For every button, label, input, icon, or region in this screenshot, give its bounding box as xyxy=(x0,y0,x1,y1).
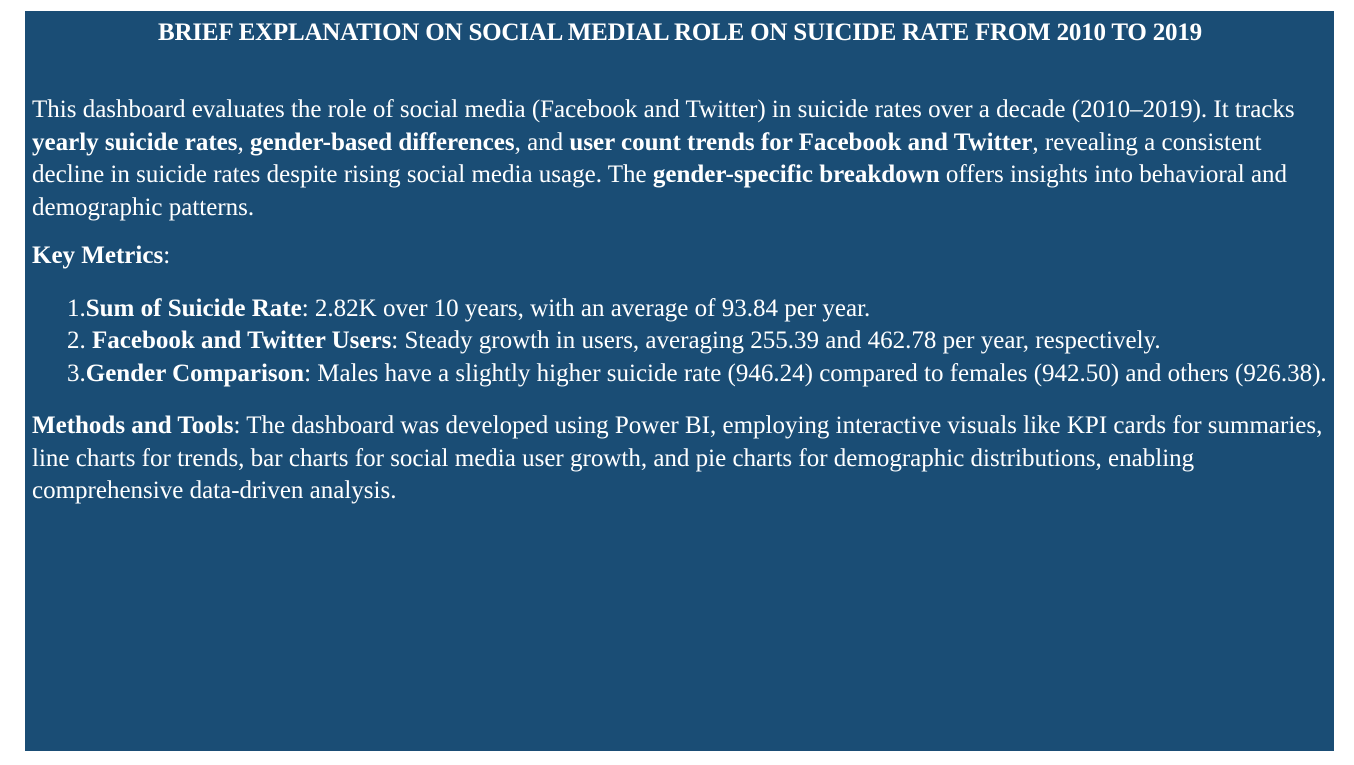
methods-text: : The dashboard was developed using Powe… xyxy=(32,412,1323,504)
metric-text: : Steady growth in users, averaging 255.… xyxy=(391,327,1161,354)
metric-text: : Males have a slightly higher suicide r… xyxy=(304,359,1327,387)
metric-number: 1. xyxy=(67,294,86,322)
key-metrics-heading: Key Metrics: xyxy=(32,240,1328,273)
intro-bold-gender-breakdown: gender-specific breakdown xyxy=(652,161,940,188)
intro-text-5: offers insights into behavioral and demo… xyxy=(32,161,1288,221)
key-metrics-label: Key Metrics xyxy=(32,242,164,269)
metric-number: 2. xyxy=(67,327,92,354)
metric-number: 3. xyxy=(67,359,86,387)
metric-text: : 2.82K over 10 years, with an average o… xyxy=(301,294,871,322)
methods-paragraph: Methods and Tools: The dashboard was dev… xyxy=(32,410,1328,508)
intro-bold-yearly-suicide-rates: yearly suicide rates xyxy=(32,128,238,156)
intro-bold-user-count-trends: user count trends for Facebook and Twitt… xyxy=(569,128,1033,156)
intro-bold-gender-differences: gender-based differences xyxy=(250,128,515,156)
intro-paragraph: This dashboard evaluates the role of soc… xyxy=(32,94,1328,224)
metric-item: 1.Sum of Suicide Rate: 2.82K over 10 yea… xyxy=(32,293,1328,326)
methods-label: Methods and Tools xyxy=(32,412,234,439)
intro-text-4: , revealing a consistent decline in suic… xyxy=(32,128,1262,189)
metric-item: 3. Gender Comparison: Males have a sligh… xyxy=(32,358,1328,391)
intro-text-2: , xyxy=(237,128,251,156)
panel-title: BRIEF EXPLANATION ON SOCIAL MEDIAL ROLE … xyxy=(158,19,1202,46)
explanation-panel: BRIEF EXPLANATION ON SOCIAL MEDIAL ROLE … xyxy=(25,11,1334,751)
key-metrics-colon: : xyxy=(163,242,171,269)
intro-text-1: This dashboard evaluates the role of soc… xyxy=(32,96,1295,123)
metric-item: 2. Facebook and Twitter Users: Steady gr… xyxy=(32,325,1328,358)
metrics-list: 1.Sum of Suicide Rate: 2.82K over 10 yea… xyxy=(32,293,1328,391)
metric-label: Sum of Suicide Rate xyxy=(85,294,302,322)
intro-text-3: , and xyxy=(514,128,570,156)
metric-label: Gender Comparison xyxy=(85,359,305,387)
metric-label: Facebook and Twitter Users xyxy=(92,327,392,354)
